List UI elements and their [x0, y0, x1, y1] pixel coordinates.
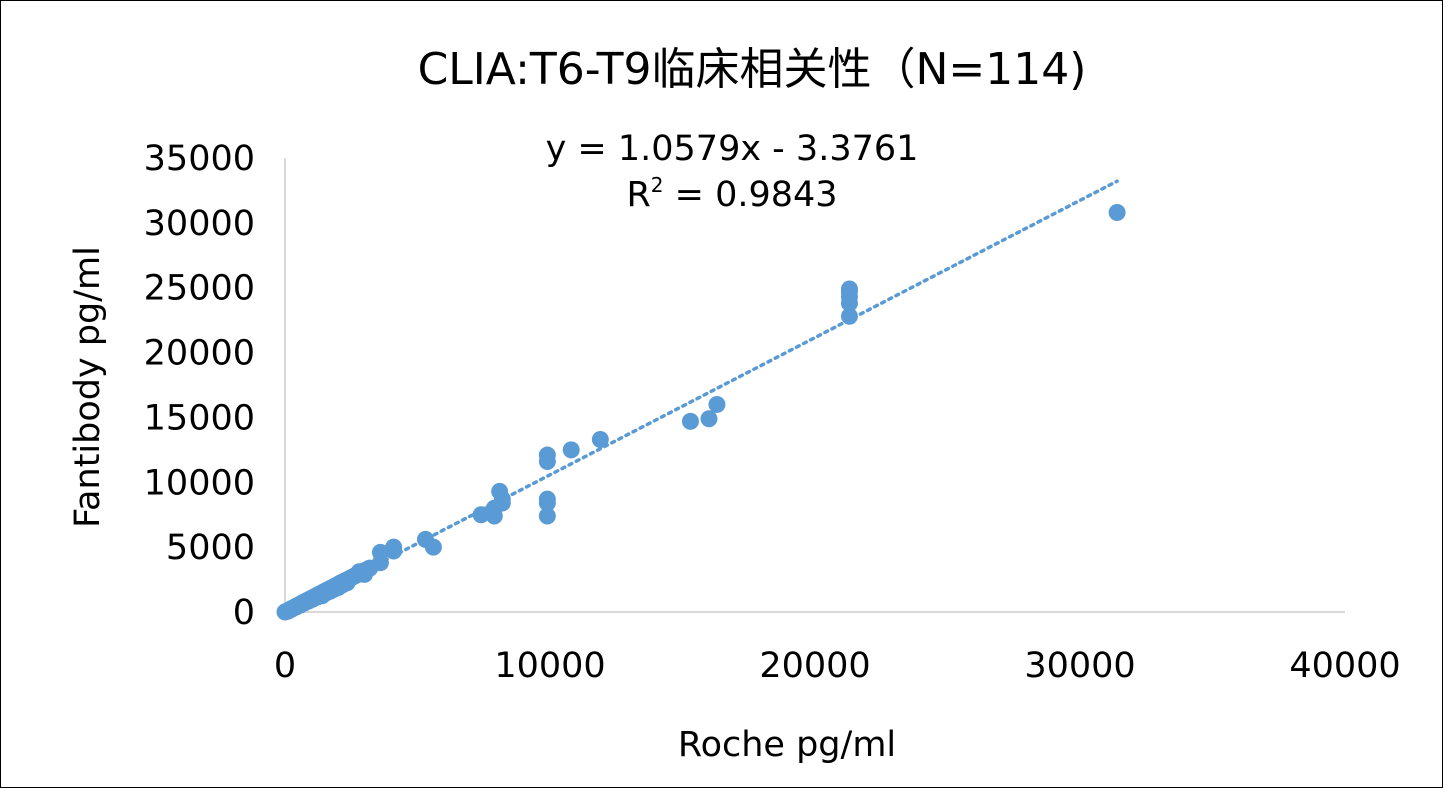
x-tick-label: 0 — [274, 646, 296, 686]
data-point — [840, 307, 858, 325]
data-point — [538, 490, 556, 508]
x-axis-ticks: 0 10000 20000 30000 40000 — [274, 646, 1401, 686]
data-point — [538, 507, 556, 525]
trendline-equation: y = 1.0579x - 3.3761 — [546, 129, 919, 169]
y-axis-ticks: 0 5000 10000 15000 20000 25000 30000 35000 — [144, 139, 255, 633]
data-point — [371, 543, 389, 561]
data-point — [313, 587, 331, 605]
data-point — [538, 446, 556, 464]
trendline-r2: R2 = 0.9843 — [626, 173, 837, 215]
data-point — [700, 410, 718, 428]
r2-value: = 0.9843 — [664, 175, 838, 215]
data-point — [591, 430, 609, 448]
trendline — [283, 179, 1119, 614]
y-tick-label: 0 — [233, 593, 255, 633]
data-point — [1108, 203, 1126, 221]
y-axis-label: Fantibody pg/ml — [68, 246, 108, 528]
x-tick-label: 20000 — [759, 646, 870, 686]
data-point — [708, 395, 726, 413]
data-point — [472, 506, 490, 524]
x-tick-label: 10000 — [494, 646, 605, 686]
x-tick-label: 40000 — [1289, 646, 1400, 686]
y-tick-label: 20000 — [144, 334, 255, 374]
x-axis-label: Roche pg/ml — [678, 725, 896, 765]
data-point — [840, 280, 858, 298]
data-point — [681, 412, 699, 430]
data-point — [562, 441, 580, 459]
data-point — [356, 565, 373, 583]
data-point — [424, 538, 442, 556]
x-tick-label: 30000 — [1024, 646, 1135, 686]
y-tick-label: 30000 — [144, 204, 255, 244]
data-point — [493, 490, 511, 508]
y-tick-label: 10000 — [144, 463, 255, 503]
data-point — [385, 538, 403, 556]
y-tick-label: 35000 — [144, 139, 255, 179]
r2-superscript: 2 — [651, 173, 664, 197]
r2-label: R — [626, 175, 650, 215]
y-tick-label: 15000 — [144, 398, 255, 438]
y-tick-label: 25000 — [144, 269, 255, 309]
data-point — [332, 574, 350, 592]
y-tick-label: 5000 — [166, 528, 255, 568]
data-points — [276, 203, 1126, 621]
chart-title: CLIA:T6-T9临床相关性（N=114) — [418, 44, 1087, 95]
